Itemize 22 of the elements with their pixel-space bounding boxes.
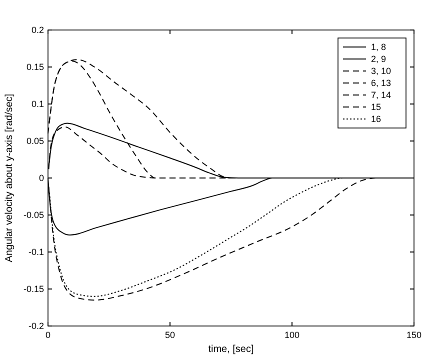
y-tick-label: 0.15 (26, 62, 44, 72)
legend-label: 2, 9 (371, 54, 386, 64)
y-tick-label: -0.15 (23, 284, 44, 294)
x-tick-label: 50 (164, 330, 176, 340)
y-tick-label: 0.05 (26, 136, 44, 146)
x-tick-label: 150 (406, 330, 422, 340)
y-tick-label: 0.1 (31, 99, 44, 109)
x-tick-label: 100 (284, 330, 300, 340)
legend-label: 16 (371, 114, 382, 124)
y-tick-label: 0 (38, 173, 44, 183)
y-tick-label: -0.05 (23, 210, 44, 220)
legend-label: 6, 13 (371, 78, 392, 88)
legend-label: 1, 8 (371, 42, 386, 52)
legend-label: 7, 14 (371, 90, 392, 100)
legend-label: 15 (371, 102, 382, 112)
y-tick-label: -0.1 (28, 247, 44, 257)
y-tick-label: 0.2 (31, 25, 44, 35)
x-tick-label: 0 (45, 330, 51, 340)
y-axis-title: Angular velocity about y-axis [rad/sec] (4, 94, 15, 262)
x-axis-title: time, [sec] (208, 344, 254, 355)
y-tick-label: -0.2 (28, 321, 44, 331)
legend-label: 3, 10 (371, 66, 392, 76)
